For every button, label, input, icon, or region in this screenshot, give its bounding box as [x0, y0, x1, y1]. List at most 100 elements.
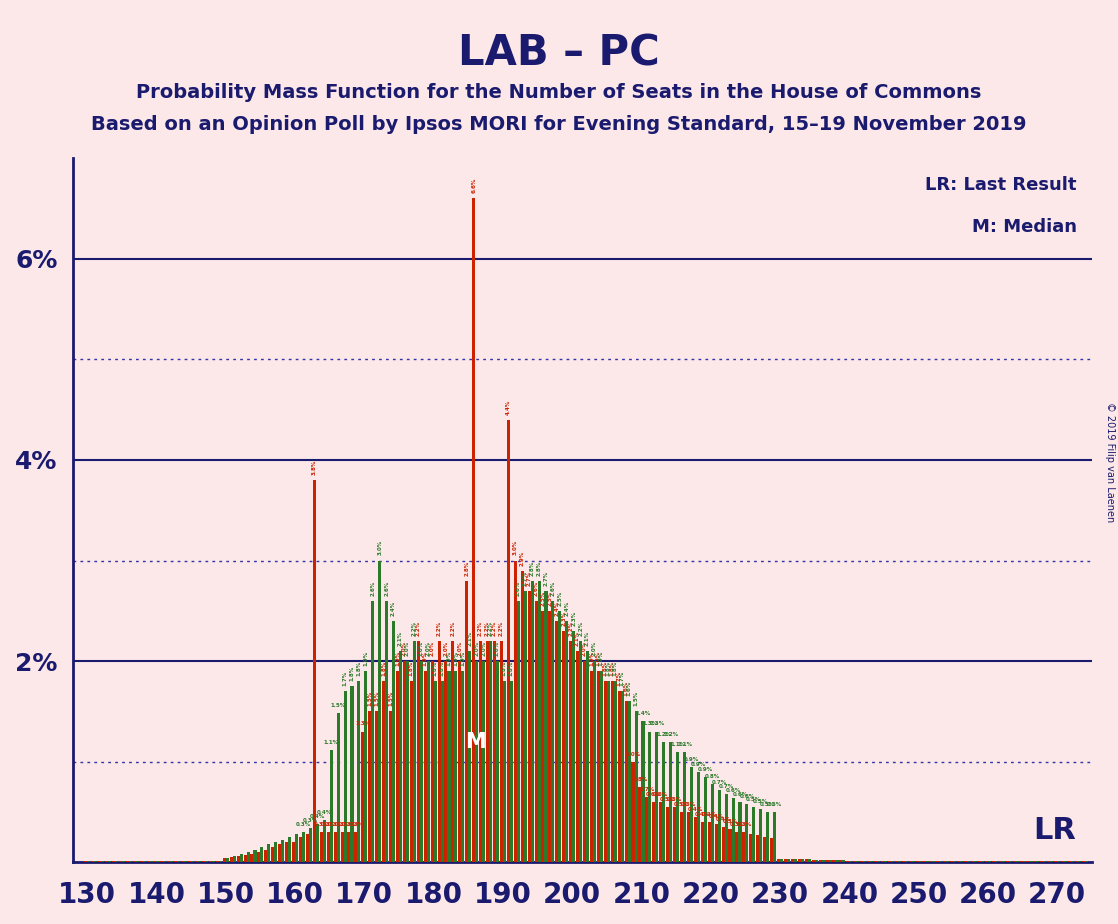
Text: 2.2%: 2.2% [568, 621, 574, 636]
Bar [198, 861, 201, 862]
Bar [226, 858, 229, 862]
Text: 0.9%: 0.9% [698, 767, 713, 772]
Text: 1.8%: 1.8% [509, 661, 514, 676]
Bar [884, 861, 887, 862]
Bar [856, 861, 860, 862]
Bar [260, 847, 264, 862]
Bar [264, 850, 267, 862]
Bar [569, 641, 572, 862]
Bar [954, 861, 956, 862]
Text: M: Median: M: Median [972, 218, 1077, 236]
Text: Based on an Opinion Poll by Ipsos MORI for Evening Standard, 15–19 November 2019: Based on an Opinion Poll by Ipsos MORI f… [92, 116, 1026, 135]
Text: 0.6%: 0.6% [732, 792, 748, 796]
Bar [503, 681, 506, 862]
Bar [402, 661, 406, 862]
Bar [87, 861, 91, 862]
Text: 1.9%: 1.9% [596, 650, 600, 666]
Bar [202, 861, 205, 862]
Bar [586, 651, 589, 862]
Bar [440, 681, 444, 862]
Bar [343, 691, 347, 862]
Bar [368, 711, 371, 862]
Text: 0.4%: 0.4% [316, 810, 332, 815]
Text: Probability Mass Function for the Number of Seats in the House of Commons: Probability Mass Function for the Number… [136, 83, 982, 103]
Text: 1.7%: 1.7% [619, 671, 625, 687]
Bar [330, 749, 333, 862]
Text: 1.8%: 1.8% [439, 661, 445, 676]
Bar [143, 861, 145, 862]
Bar [777, 859, 780, 862]
Bar [937, 861, 939, 862]
Bar [174, 861, 178, 862]
Bar [392, 621, 395, 862]
Bar [694, 817, 697, 862]
Text: 2.2%: 2.2% [436, 621, 442, 636]
Bar [216, 861, 219, 862]
Bar [967, 861, 970, 862]
Bar [129, 861, 132, 862]
Bar [1071, 861, 1074, 862]
Bar [749, 834, 752, 862]
Bar [721, 827, 724, 862]
Text: 0.3%: 0.3% [328, 822, 343, 827]
Bar [326, 833, 330, 862]
Bar [739, 802, 741, 862]
Bar [1068, 861, 1071, 862]
Text: 1.9%: 1.9% [423, 650, 428, 666]
Bar [122, 861, 125, 862]
Bar [437, 641, 440, 862]
Bar [489, 641, 492, 862]
Bar [341, 833, 343, 862]
Bar [1023, 861, 1025, 862]
Bar [1030, 861, 1033, 862]
Bar [333, 833, 337, 862]
Bar [666, 807, 670, 862]
Bar [316, 824, 319, 862]
Bar [558, 611, 561, 862]
Bar [382, 681, 385, 862]
Bar [150, 861, 153, 862]
Bar [645, 796, 648, 862]
Text: 2.1%: 2.1% [467, 631, 472, 646]
Bar [1082, 861, 1084, 862]
Text: 1.6%: 1.6% [627, 681, 632, 697]
Text: 2.6%: 2.6% [515, 580, 521, 596]
Text: 3.0%: 3.0% [377, 541, 382, 555]
Text: 0.3%: 0.3% [729, 822, 745, 827]
Bar [178, 861, 180, 862]
Text: 0.4%: 0.4% [709, 814, 723, 819]
Bar [254, 850, 256, 862]
Bar [597, 671, 600, 862]
Bar [638, 787, 642, 862]
Text: 2.1%: 2.1% [585, 631, 590, 646]
Bar [648, 732, 652, 862]
Bar [523, 590, 527, 862]
Bar [752, 807, 756, 862]
Bar [250, 854, 254, 862]
Text: 2.1%: 2.1% [398, 631, 402, 646]
Text: 2.8%: 2.8% [530, 560, 534, 576]
Text: LAB – PC: LAB – PC [458, 32, 660, 74]
Bar [590, 671, 593, 862]
Bar [500, 641, 503, 862]
Text: 0.5%: 0.5% [767, 802, 783, 807]
Bar [980, 861, 984, 862]
Text: 2.6%: 2.6% [533, 580, 539, 596]
Bar [579, 641, 582, 862]
Bar [701, 822, 704, 862]
Bar [285, 842, 288, 862]
Text: 2.2%: 2.2% [451, 621, 455, 636]
Bar [337, 713, 340, 862]
Text: 0.4%: 0.4% [688, 807, 703, 812]
Text: 2.0%: 2.0% [593, 641, 597, 656]
Bar [790, 859, 794, 862]
Bar [784, 859, 787, 862]
Bar [458, 661, 462, 862]
Bar [219, 861, 221, 862]
Text: 0.7%: 0.7% [719, 784, 733, 789]
Bar [364, 671, 368, 862]
Bar [348, 833, 350, 862]
Bar [822, 860, 825, 862]
Text: 1.7%: 1.7% [617, 671, 622, 687]
Bar [708, 822, 711, 862]
